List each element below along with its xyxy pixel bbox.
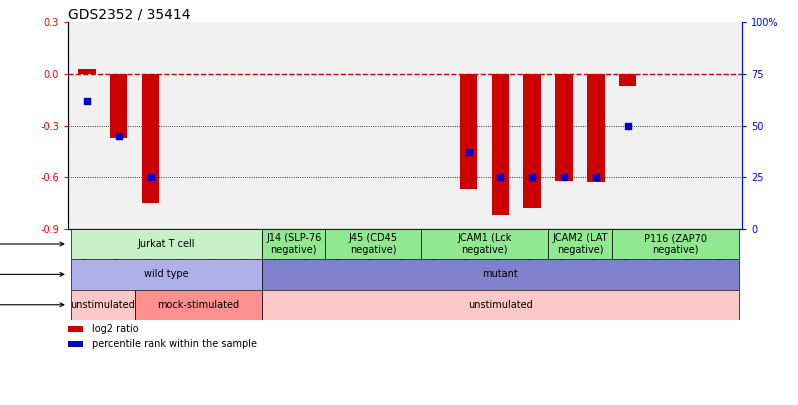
FancyBboxPatch shape (421, 229, 548, 259)
Bar (523, 74, 541, 208)
Text: GDS2352 / 35414: GDS2352 / 35414 (68, 7, 191, 21)
Point (462, 149, 475, 156)
Bar (68, 341, 83, 347)
Text: P116 (ZAP70
negative): P116 (ZAP70 negative) (644, 233, 707, 255)
Bar (587, 74, 605, 182)
Text: log2 ratio: log2 ratio (92, 324, 138, 334)
Bar (460, 74, 477, 189)
FancyBboxPatch shape (71, 229, 262, 259)
Point (622, 122, 634, 129)
Text: unstimulated: unstimulated (468, 300, 533, 310)
Bar (619, 74, 636, 86)
Text: Jurkat T cell: Jurkat T cell (138, 239, 196, 249)
FancyBboxPatch shape (135, 290, 262, 320)
FancyBboxPatch shape (548, 229, 612, 259)
FancyBboxPatch shape (71, 290, 135, 320)
Point (144, 174, 157, 181)
FancyBboxPatch shape (262, 259, 739, 290)
FancyBboxPatch shape (326, 229, 421, 259)
Text: JCAM1 (Lck
negative): JCAM1 (Lck negative) (457, 233, 512, 255)
Point (590, 174, 602, 181)
Text: mutant: mutant (483, 269, 518, 279)
Point (81, 98, 93, 104)
Bar (110, 74, 128, 138)
Text: J45 (CD45
negative): J45 (CD45 negative) (349, 233, 397, 255)
Bar (492, 74, 509, 215)
Bar (555, 74, 573, 181)
FancyBboxPatch shape (262, 229, 326, 259)
Point (526, 174, 539, 181)
Bar (78, 69, 96, 74)
Text: percentile rank within the sample: percentile rank within the sample (92, 339, 257, 349)
Bar (142, 74, 160, 203)
FancyBboxPatch shape (71, 259, 262, 290)
Point (558, 174, 571, 181)
FancyBboxPatch shape (612, 229, 739, 259)
Text: mock-stimulated: mock-stimulated (157, 300, 239, 310)
Point (494, 174, 507, 181)
Text: protocol: protocol (0, 300, 64, 310)
Text: wild type: wild type (144, 269, 189, 279)
FancyBboxPatch shape (262, 290, 739, 320)
Text: J14 (SLP-76
negative): J14 (SLP-76 negative) (266, 233, 322, 255)
Text: unstimulated: unstimulated (70, 300, 135, 310)
Bar (68, 326, 83, 332)
Text: genotype/variation: genotype/variation (0, 269, 64, 279)
Text: cell line: cell line (0, 239, 64, 249)
Point (113, 133, 125, 139)
Text: JCAM2 (LAT
negative): JCAM2 (LAT negative) (552, 233, 607, 255)
